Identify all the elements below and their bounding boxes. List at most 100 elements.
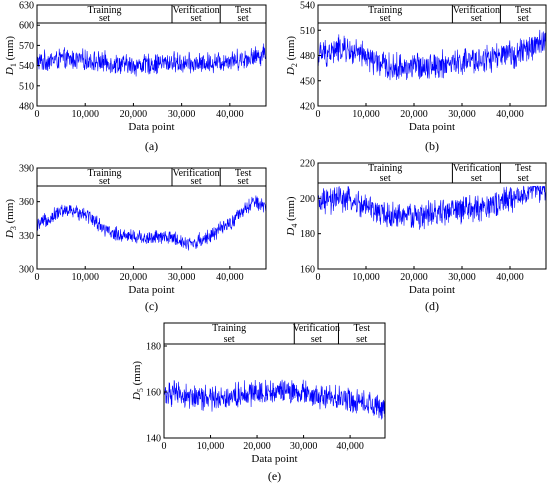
plot-frame xyxy=(36,167,267,270)
segment-label: Training xyxy=(368,163,402,174)
x-tick-label: 40,000 xyxy=(216,272,244,283)
y-tick-label: 160 xyxy=(146,388,161,399)
y-tick-label: 360 xyxy=(19,197,34,208)
segment-label: Test xyxy=(235,5,252,16)
x-tick-label: 10,000 xyxy=(197,441,225,452)
x-tick-label: 0 xyxy=(35,109,40,120)
panel-caption: (d) xyxy=(425,299,439,313)
y-axis-label-unit: (mm) xyxy=(131,361,143,389)
segment-label: Verification xyxy=(453,5,500,16)
y-tick-label: 180 xyxy=(300,229,315,240)
segment-sublabel: set xyxy=(518,13,529,24)
y-axis-label-symbol: D xyxy=(4,67,16,76)
y-tick-label: 480 xyxy=(19,102,34,113)
y-axis-label-unit: (mm) xyxy=(4,36,16,64)
segment-sublabel: set xyxy=(191,13,202,24)
segment-label: Test xyxy=(353,323,370,334)
y-axis-label-subscript: 1 xyxy=(9,63,18,67)
x-tick-label: 20,000 xyxy=(400,109,428,120)
x-tick-label: 10,000 xyxy=(71,109,99,120)
y-tick-label: 600 xyxy=(19,21,34,32)
x-axis-label: Data point xyxy=(409,121,455,133)
y-axis-label-symbol: D xyxy=(285,228,297,237)
panel-caption: (b) xyxy=(425,139,439,153)
x-axis-label: Data point xyxy=(251,453,297,465)
x-tick-label: 30,000 xyxy=(168,109,196,120)
y-axis-label-unit: (mm) xyxy=(4,199,16,227)
segment-sublabel: set xyxy=(380,13,391,24)
segment-label: Training xyxy=(87,5,121,16)
x-tick-label: 0 xyxy=(316,272,321,283)
panel-caption: (a) xyxy=(145,139,158,153)
segment-sublabel: set xyxy=(471,173,482,184)
x-tick-label: 30,000 xyxy=(448,109,476,120)
y-axis-label-symbol: D xyxy=(285,67,297,76)
y-tick-label: 510 xyxy=(19,81,34,92)
segment-sublabel: set xyxy=(518,173,529,184)
y-tick-label: 180 xyxy=(146,342,161,353)
y-tick-label: 160 xyxy=(300,265,315,276)
segment-label: Verification xyxy=(172,168,219,179)
y-tick-label: 390 xyxy=(19,164,34,175)
segment-label: Verification xyxy=(293,323,340,334)
y-tick-label: 480 xyxy=(300,51,315,62)
segment-sublabel: set xyxy=(356,334,367,345)
data-series-line xyxy=(317,29,547,81)
segment-sublabel: set xyxy=(99,13,110,24)
y-axis-label-unit: (mm) xyxy=(285,36,297,64)
x-tick-label: 20,000 xyxy=(400,272,428,283)
y-tick-label: 570 xyxy=(19,41,34,52)
x-tick-label: 40,000 xyxy=(496,109,524,120)
x-tick-label: 40,000 xyxy=(216,109,244,120)
x-tick-label: 10,000 xyxy=(352,109,380,120)
x-tick-label: 40,000 xyxy=(336,441,364,452)
y-tick-label: 540 xyxy=(19,61,34,72)
y-axis-label-subscript: 2 xyxy=(290,63,299,67)
plot-frame xyxy=(317,162,547,270)
y-tick-label: 330 xyxy=(19,231,34,242)
segment-sublabel: set xyxy=(99,176,110,187)
segment-label: Verification xyxy=(172,5,219,16)
segment-label: Training xyxy=(87,168,121,179)
panel-caption: (c) xyxy=(145,299,158,313)
x-tick-label: 20,000 xyxy=(243,441,271,452)
y-tick-label: 510 xyxy=(300,26,315,37)
segment-sublabel: set xyxy=(471,13,482,24)
segment-sublabel: set xyxy=(191,176,202,187)
x-tick-label: 20,000 xyxy=(120,109,148,120)
y-axis-label-subscript: 3 xyxy=(9,226,18,230)
x-tick-label: 0 xyxy=(162,441,167,452)
x-tick-label: 20,000 xyxy=(120,272,148,283)
segment-sublabel: set xyxy=(311,334,322,345)
x-axis-label: Data point xyxy=(409,284,455,296)
y-tick-label: 300 xyxy=(19,265,34,276)
y-axis-label-unit: (mm) xyxy=(285,196,297,224)
segment-sublabel: set xyxy=(238,13,249,24)
segment-label: Test xyxy=(515,5,532,16)
y-axis-label: D2 (mm) xyxy=(285,36,299,76)
y-tick-label: 540 xyxy=(300,1,315,12)
plot-frame xyxy=(36,4,267,107)
segment-label: Training xyxy=(212,323,246,334)
segment-sublabel: set xyxy=(224,334,235,345)
x-tick-label: 30,000 xyxy=(448,272,476,283)
y-axis-label-symbol: D xyxy=(131,392,143,401)
y-axis-label: D1 (mm) xyxy=(4,36,18,76)
panel-caption: (e) xyxy=(268,469,281,483)
x-tick-label: 0 xyxy=(35,272,40,283)
y-tick-label: 200 xyxy=(300,194,315,205)
y-axis-label: D5 (mm) xyxy=(131,361,145,401)
data-series-line xyxy=(163,379,386,420)
y-axis-label-subscript: 5 xyxy=(136,388,145,392)
y-tick-label: 420 xyxy=(300,102,315,113)
x-tick-label: 40,000 xyxy=(496,272,524,283)
segment-label: Test xyxy=(235,168,252,179)
y-tick-label: 220 xyxy=(300,159,315,170)
segment-label: Training xyxy=(368,5,402,16)
x-tick-label: 0 xyxy=(316,109,321,120)
plot-frame xyxy=(163,322,386,439)
segment-label: Verification xyxy=(453,163,500,174)
data-series-line xyxy=(36,195,267,251)
x-tick-label: 10,000 xyxy=(71,272,99,283)
